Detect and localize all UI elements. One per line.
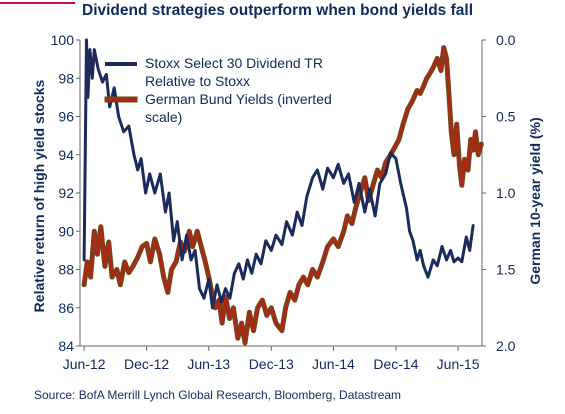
y-right-tick-label: 0.0 — [496, 32, 516, 48]
legend: Stoxx Select 30 Dividend TR Relative to S… — [104, 55, 332, 125]
x-tick-label: Dec-14 — [373, 356, 418, 372]
y-right-tick-label: 1.5 — [496, 262, 516, 278]
title-bar: Dividend strategies outperform when bond… — [0, 0, 565, 30]
bund-yield-line — [82, 46, 483, 345]
y-left-tick-label: 100 — [51, 32, 75, 48]
y-left-tick-label: 96 — [58, 109, 74, 125]
y-right-axis-title: German 10-year yield (%) — [527, 117, 543, 284]
x-tick-label: Jun-15 — [437, 356, 480, 372]
x-tick-label: Dec-12 — [124, 356, 169, 372]
y-left-tick-label: 98 — [58, 70, 74, 86]
y-right-tick-label: 0.5 — [496, 109, 516, 125]
legend-swatch-bund — [104, 96, 138, 103]
source-note: Source: BofA Merrill Lynch Global Resear… — [34, 388, 402, 402]
x-tick-label: Jun-14 — [312, 356, 355, 372]
y-left-tick-label: 90 — [58, 223, 74, 239]
x-tick-label: Dec-13 — [249, 356, 294, 372]
series-layer — [81, 38, 484, 346]
chart-title: Dividend strategies outperform when bond… — [82, 2, 474, 19]
y-right-tick-label: 2.0 — [496, 338, 516, 354]
legend-label-bund-line1: German Bund Yields (inverted — [145, 91, 332, 107]
dividend-relative-line — [82, 38, 475, 310]
y-right-tick-label: 1.0 — [496, 185, 516, 201]
axes-layer: 84 86 88 90 92 94 96 98 100 0.0 0.5 1.0 1.5 2.0 Jun-12… — [31, 32, 543, 372]
x-tick-label: Jun-13 — [187, 356, 230, 372]
legend-swatch-dividend — [105, 62, 137, 66]
legend-label-bund-line2: scale) — [145, 109, 182, 125]
y-left-tick-label: 94 — [58, 147, 74, 163]
x-tick-label: Jun-12 — [63, 356, 106, 372]
legend-label-dividend-line1: Stoxx Select 30 Dividend TR — [145, 55, 323, 71]
y-left-tick-label: 92 — [58, 185, 74, 201]
y-left-axis-title: Relative return of high yield stocks — [31, 79, 47, 312]
legend-label-dividend-line2: Relative to Stoxx — [145, 73, 250, 89]
y-left-tick-label: 84 — [58, 338, 74, 354]
accent-rule — [0, 2, 75, 24]
y-left-tick-label: 88 — [58, 262, 74, 278]
y-left-tick-label: 86 — [58, 300, 74, 316]
